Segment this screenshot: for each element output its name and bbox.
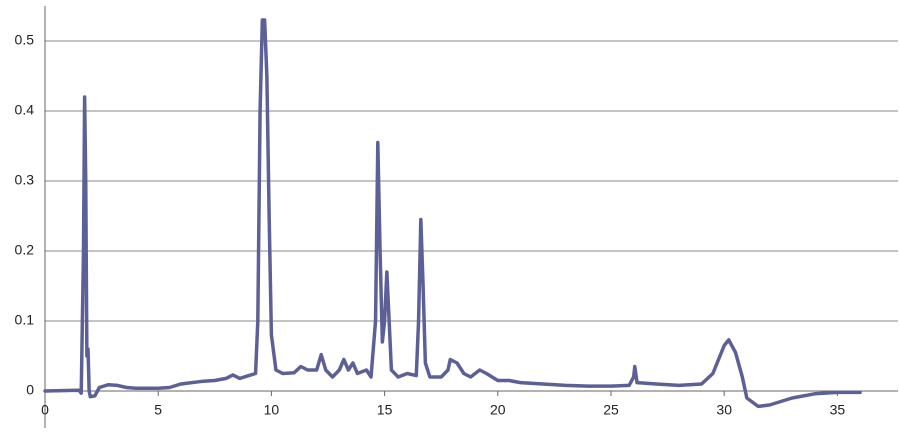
y-tick-label: 0.1	[15, 312, 35, 328]
y-tick-label: 0.4	[15, 102, 35, 118]
x-tick-label: 10	[264, 402, 280, 418]
x-tick-label: 5	[154, 402, 162, 418]
x-tick-label: 25	[603, 402, 619, 418]
x-tick-label: 20	[490, 402, 506, 418]
x-tick-label: 30	[716, 402, 732, 418]
y-tick-label: 0.2	[15, 242, 35, 258]
data-line	[43, 18, 862, 409]
x-tick-label: 35	[830, 402, 846, 418]
x-tick-label: 0	[41, 402, 49, 418]
y-tick-label: 0.3	[15, 172, 35, 188]
y-tick-label: 0	[26, 382, 34, 398]
x-tick-label: 15	[377, 402, 393, 418]
y-tick-label: 0.5	[15, 32, 35, 48]
